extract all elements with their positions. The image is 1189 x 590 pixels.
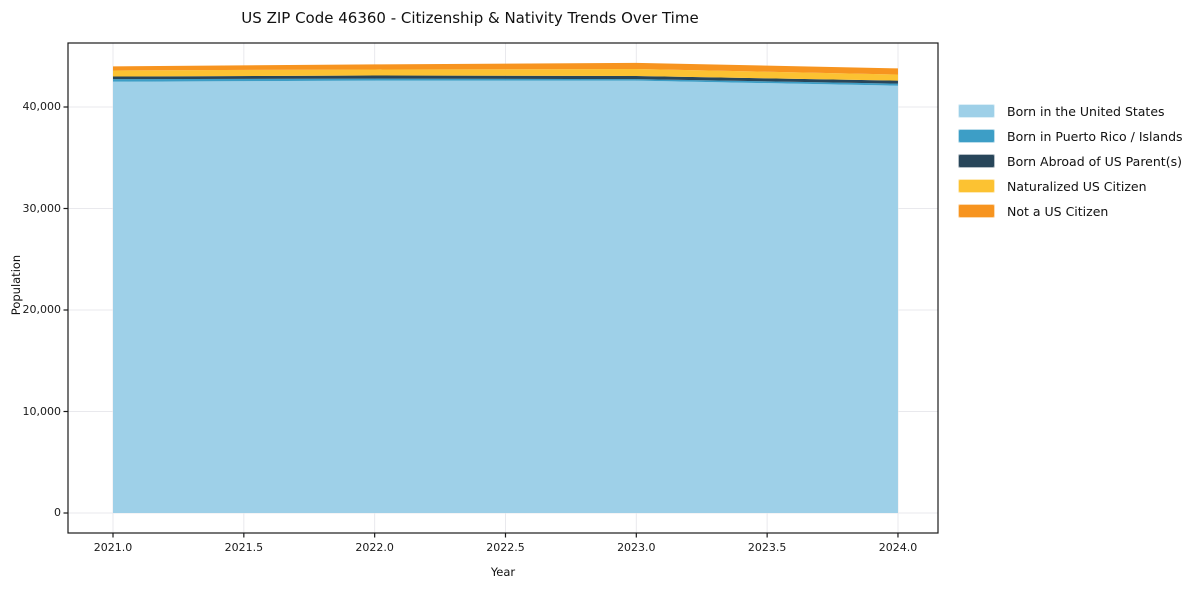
x-axis-tick-label: 2021.0 (93, 541, 133, 554)
x-axis-title: Year (490, 565, 516, 579)
chart-title: US ZIP Code 46360 - Citizenship & Nativi… (241, 9, 699, 27)
legend-item: Born in Puerto Rico / Islands (958, 128, 1183, 144)
x-axis-tick-label: 2023.5 (747, 541, 787, 554)
x-axis-tick-label: 2022.0 (355, 541, 394, 554)
legend-swatch (958, 204, 995, 218)
legend-item: Born in the United States (958, 103, 1183, 119)
x-axis-tick-label: 2021.5 (224, 541, 264, 554)
legend-item: Naturalized US Citizen (958, 178, 1183, 194)
legend-swatch (958, 179, 995, 193)
x-axis-tick-label: 2024.0 (878, 541, 918, 554)
area-series-born-abroad-of-us-parent-s- (113, 75, 898, 84)
legend-item: Born Abroad of US Parent(s) (958, 153, 1183, 169)
legend-swatch (958, 104, 995, 118)
legend-item: Not a US Citizen (958, 203, 1183, 219)
y-axis-tick-label: 30,000 (22, 201, 62, 215)
area-series-born-in-the-united-states (113, 80, 898, 514)
x-axis-tick-label: 2022.5 (486, 541, 525, 554)
area-series-naturalized-us-citizen (113, 68, 898, 81)
area-series-born-in-puerto-rico-islands (113, 78, 898, 86)
legend: Born in the United States Born in Puerto … (958, 104, 1183, 229)
legend-label: Born in the United States (1007, 103, 1165, 119)
x-axis-tick-label: 2023.0 (617, 541, 656, 554)
legend-label: Naturalized US Citizen (1007, 178, 1147, 194)
y-axis-tick-label: 20,000 (22, 303, 62, 316)
y-axis-tick-label: 40,000 (22, 100, 62, 113)
y-axis-tick-label: 0 (54, 506, 61, 519)
legend-label: Not a US Citizen (1007, 203, 1109, 219)
legend-label: Born in Puerto Rico / Islands (1007, 128, 1183, 144)
y-axis-tick-label: 10,000 (22, 404, 62, 418)
plot-frame (67, 42, 939, 534)
legend-swatch (958, 154, 995, 168)
area-series-not-a-us-citizen (113, 62, 898, 75)
legend-swatch (958, 129, 995, 143)
legend-label: Born Abroad of US Parent(s) (1007, 153, 1182, 169)
